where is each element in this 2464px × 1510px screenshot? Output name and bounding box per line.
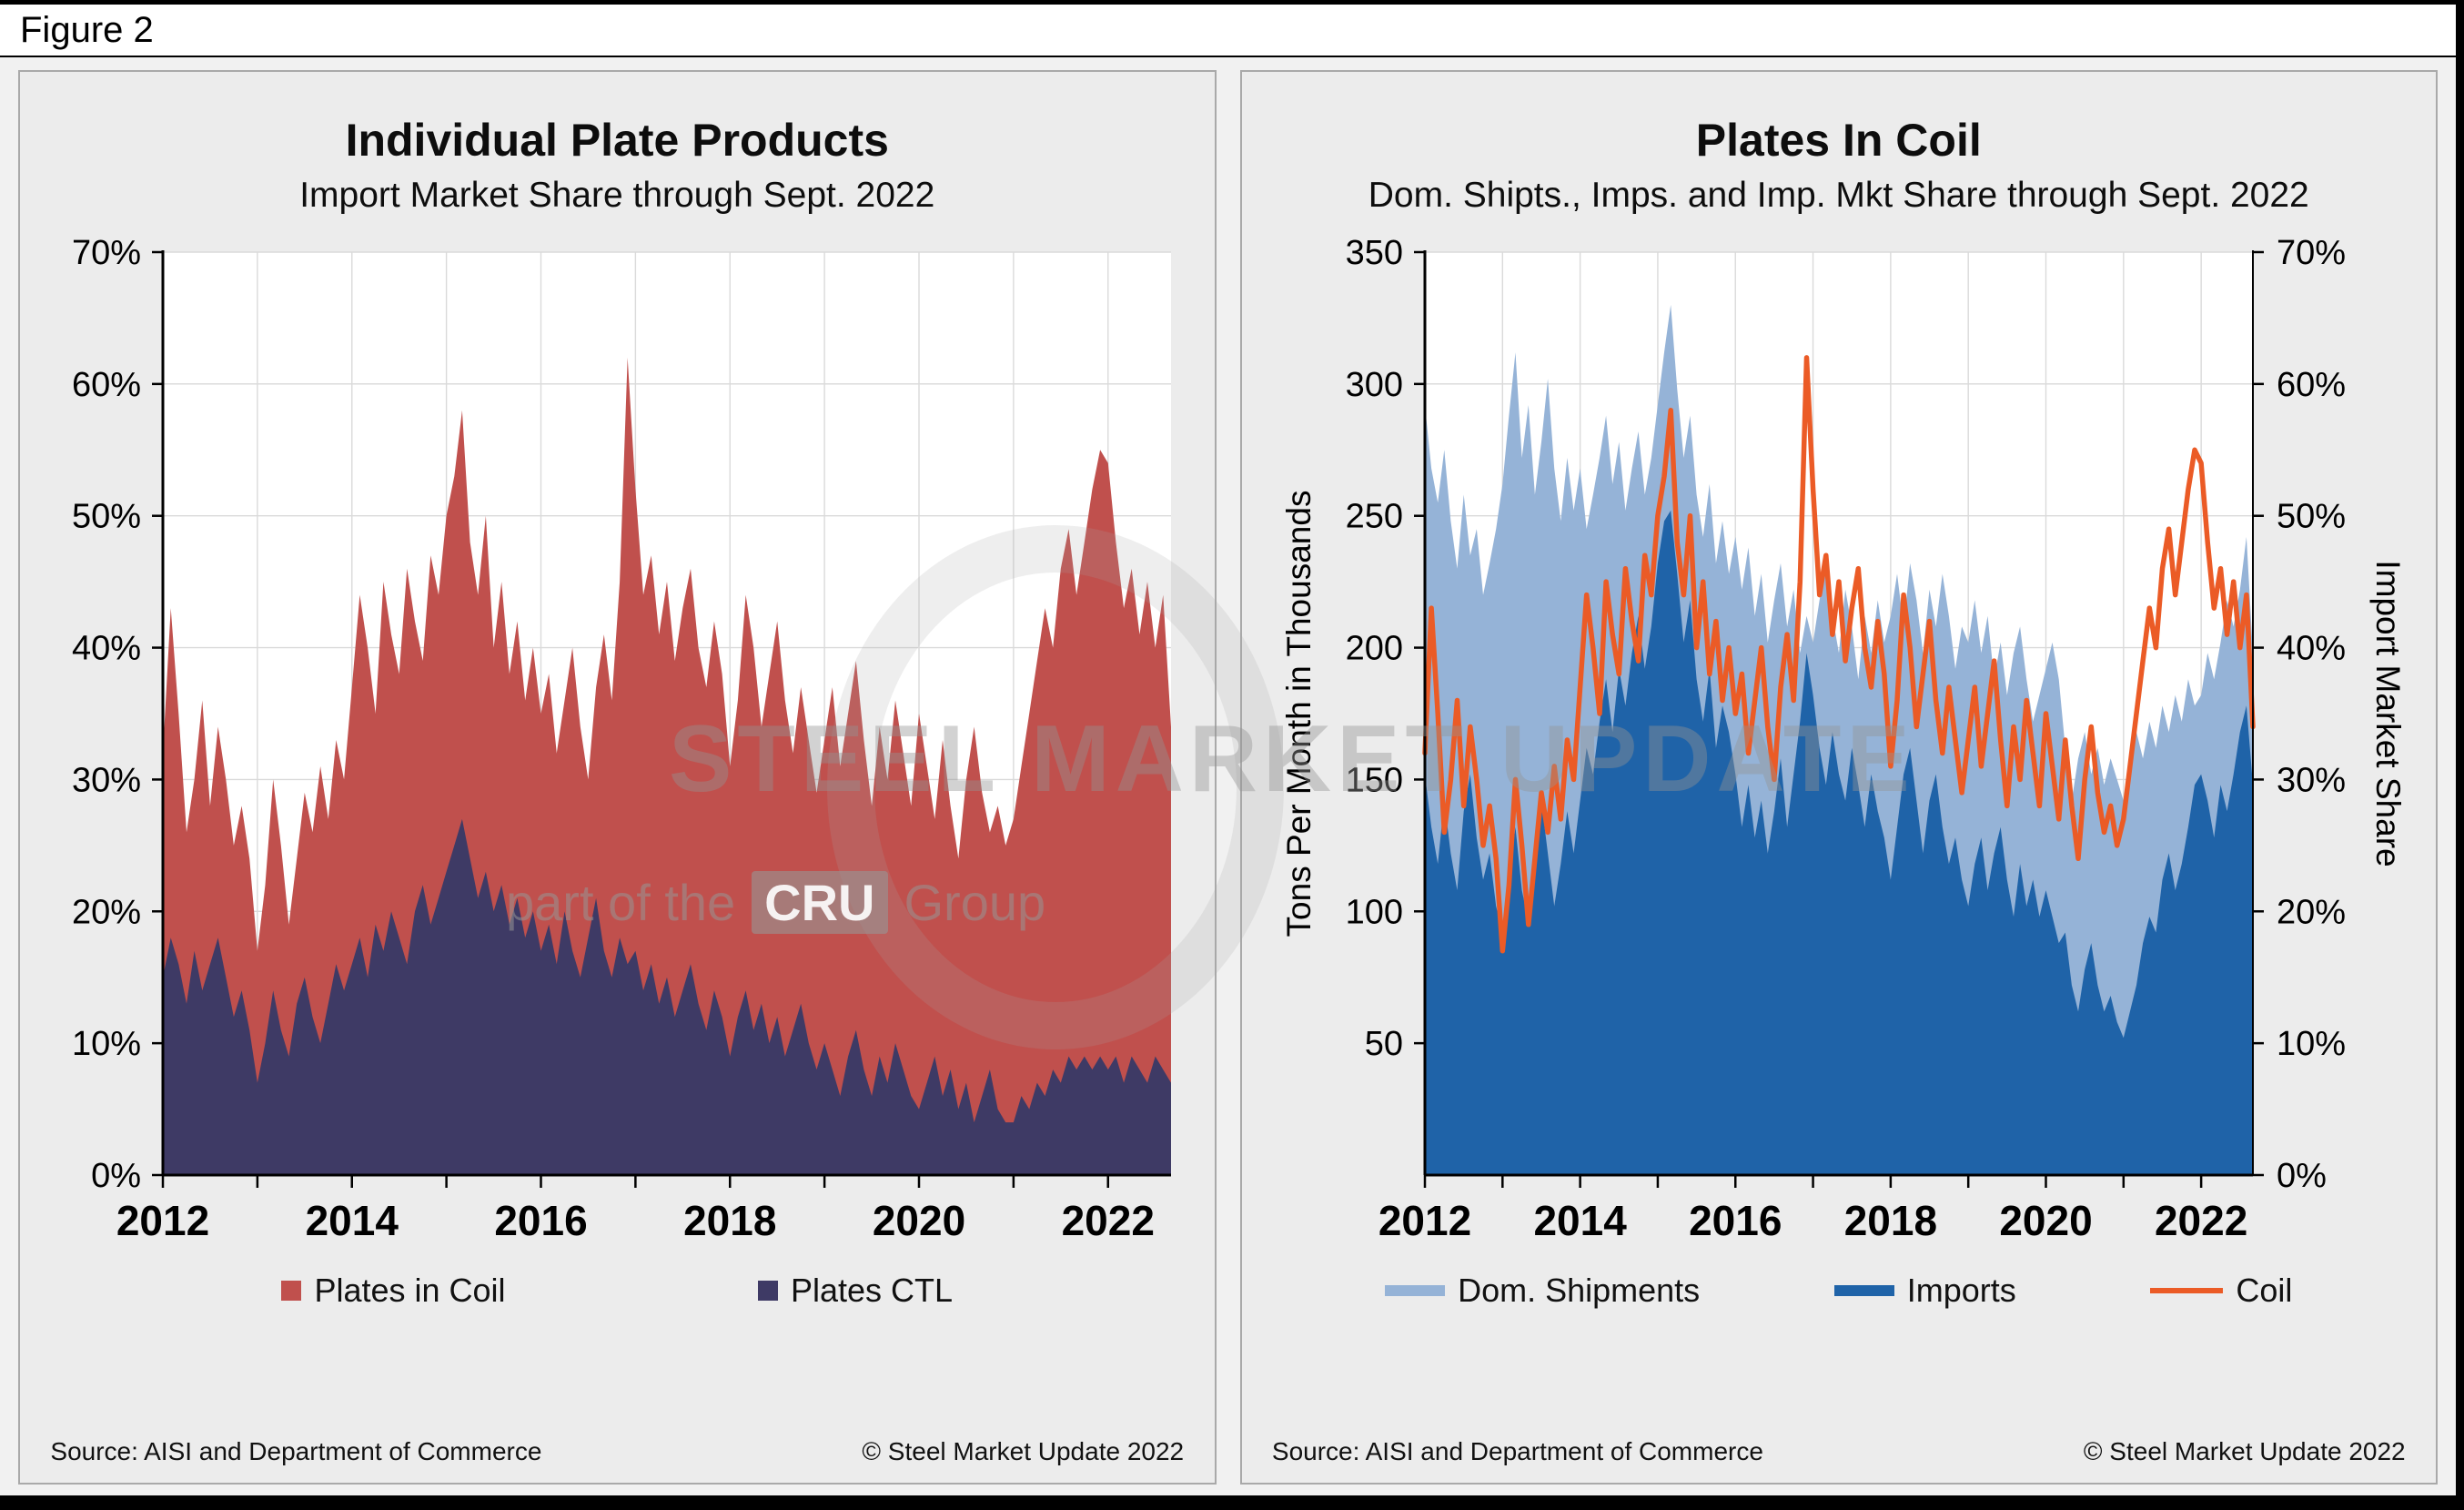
right-copyright-text: © Steel Market Update 2022 bbox=[2083, 1437, 2406, 1465]
right-chart-panel: Plates In Coil Dom. Shipts., Imps. and I… bbox=[1239, 70, 2438, 1485]
legend-item-imports: Imports bbox=[1833, 1272, 2016, 1310]
svg-text:Import Market Share: Import Market Share bbox=[2369, 560, 2407, 866]
svg-text:40%: 40% bbox=[2277, 630, 2346, 668]
svg-text:20%: 20% bbox=[2277, 893, 2346, 931]
individual-plate-products-chart: 0% 10% 20% 30% 40% 50% 60% 70% 2012 2014 2016 2018 2… bbox=[72, 234, 1172, 1244]
legend-item-plates-in-coil: Plates in Coil bbox=[281, 1272, 506, 1310]
svg-text:2016: 2016 bbox=[1689, 1197, 1782, 1244]
right-panel-footer: Source: AISI and Department of Commerce … bbox=[1268, 1424, 2409, 1474]
plates-in-coil-swatch bbox=[281, 1281, 302, 1301]
dom-shipments-legend-label: Dom. Shipments bbox=[1458, 1272, 1701, 1309]
svg-text:30%: 30% bbox=[2277, 761, 2346, 799]
svg-text:20%: 20% bbox=[72, 893, 141, 931]
figure-header: Figure 2 bbox=[0, 5, 2456, 57]
left-chart-title: Individual Plate Products bbox=[345, 115, 889, 166]
legend-item-dom-shipments: Dom. Shipments bbox=[1385, 1272, 1700, 1310]
svg-text:60%: 60% bbox=[72, 366, 141, 404]
svg-text:10%: 10% bbox=[2277, 1025, 2346, 1063]
svg-text:2022: 2022 bbox=[2155, 1197, 2247, 1244]
svg-text:Tons Per Month in Thousands: Tons Per Month in Thousands bbox=[1280, 491, 1318, 937]
svg-text:200: 200 bbox=[1345, 630, 1402, 668]
svg-text:10%: 10% bbox=[72, 1025, 141, 1063]
svg-text:2012: 2012 bbox=[1378, 1197, 1471, 1244]
right-source-text: Source: AISI and Department of Commerce bbox=[1271, 1437, 1763, 1465]
legend-item-plates-ctl: Plates CTL bbox=[757, 1272, 954, 1310]
svg-text:50: 50 bbox=[1364, 1025, 1402, 1063]
svg-text:50%: 50% bbox=[2277, 498, 2346, 536]
plates-ctl-legend-label: Plates CTL bbox=[790, 1272, 954, 1309]
left-chart-subtitle: Import Market Share through Sept. 2022 bbox=[299, 176, 935, 215]
coil-legend-label: Coil bbox=[2236, 1272, 2293, 1309]
svg-text:2014: 2014 bbox=[1533, 1197, 1627, 1244]
svg-text:2018: 2018 bbox=[683, 1197, 776, 1244]
svg-text:2018: 2018 bbox=[1843, 1197, 1936, 1244]
svg-text:70%: 70% bbox=[2277, 234, 2346, 272]
right-chart-legend: Dom. Shipments Imports Coil bbox=[1251, 1272, 2428, 1310]
left-source-text: Source: AISI and Department of Commerce bbox=[50, 1437, 542, 1465]
imports-legend-label: Imports bbox=[1906, 1272, 2016, 1309]
plates-ctl-swatch bbox=[757, 1281, 778, 1301]
svg-text:150: 150 bbox=[1345, 761, 1402, 799]
svg-text:250: 250 bbox=[1345, 498, 1402, 536]
left-chart-panel: Individual Plate Products Import Market … bbox=[18, 70, 1217, 1485]
svg-text:30%: 30% bbox=[72, 761, 141, 799]
left-copyright-text: © Steel Market Update 2022 bbox=[862, 1437, 1185, 1465]
left-chart-legend: Plates in Coil Plates CTL bbox=[29, 1272, 1206, 1310]
figure-label: Figure 2 bbox=[20, 10, 154, 50]
left-panel-footer: Source: AISI and Department of Commerce … bbox=[46, 1424, 1187, 1474]
coil-line-marker bbox=[2150, 1288, 2224, 1293]
svg-text:2016: 2016 bbox=[495, 1197, 588, 1244]
right-chart-title: Plates In Coil bbox=[1695, 115, 1982, 166]
svg-text:2014: 2014 bbox=[306, 1197, 399, 1244]
svg-text:350: 350 bbox=[1345, 234, 1402, 272]
svg-text:100: 100 bbox=[1345, 893, 1402, 931]
panels-row: Individual Plate Products Import Market … bbox=[0, 57, 2456, 1495]
svg-text:60%: 60% bbox=[2277, 366, 2346, 404]
svg-text:2012: 2012 bbox=[116, 1197, 209, 1244]
svg-text:0%: 0% bbox=[2277, 1157, 2327, 1195]
dom-shipments-marker bbox=[1385, 1285, 1446, 1296]
svg-text:40%: 40% bbox=[72, 630, 141, 668]
svg-text:2020: 2020 bbox=[1999, 1197, 2092, 1244]
svg-text:50%: 50% bbox=[72, 498, 141, 536]
plates-in-coil-chart: 50 100 150 200 250 300 350 0% 10% 20% 30% 40% 50% 60%… bbox=[1280, 234, 2407, 1244]
imports-marker bbox=[1833, 1285, 1894, 1296]
svg-text:70%: 70% bbox=[72, 234, 141, 272]
svg-text:0%: 0% bbox=[91, 1157, 141, 1195]
plates-in-coil-legend-label: Plates in Coil bbox=[314, 1272, 506, 1309]
svg-text:2020: 2020 bbox=[873, 1197, 965, 1244]
svg-text:300: 300 bbox=[1345, 366, 1402, 404]
right-chart-subtitle: Dom. Shipts., Imps. and Imp. Mkt Share t… bbox=[1368, 176, 2309, 215]
svg-text:2022: 2022 bbox=[1062, 1197, 1155, 1244]
legend-item-coil: Coil bbox=[2150, 1272, 2292, 1310]
